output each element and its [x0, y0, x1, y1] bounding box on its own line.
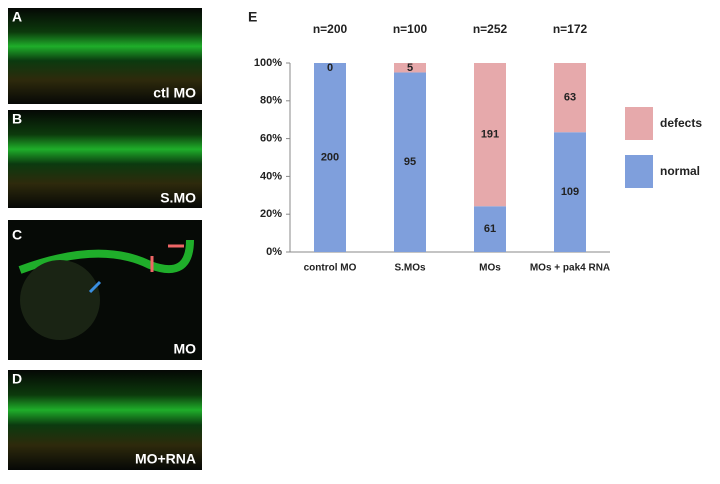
micrograph: [8, 8, 202, 104]
y-tick-label: 100%: [254, 57, 282, 69]
bar-segment: [554, 132, 586, 252]
bar-segment: [314, 63, 346, 252]
legend-label: defects: [660, 116, 702, 130]
x-tick-label: control MO: [304, 263, 357, 274]
value-label: 191: [481, 129, 499, 141]
n-label: n=172: [553, 22, 588, 36]
y-tick-label: 40%: [260, 170, 282, 182]
value-label: 63: [564, 92, 576, 104]
value-label: 109: [561, 186, 579, 198]
x-tick-label: MOs: [479, 263, 501, 274]
legend-label: normal: [660, 164, 700, 178]
panel-letter: E: [248, 9, 257, 25]
y-tick-label: 80%: [260, 95, 282, 107]
panel-letter: B: [12, 111, 22, 127]
fish-shape: [18, 239, 194, 274]
n-label: n=200: [313, 22, 348, 36]
bar-segment: [474, 206, 506, 252]
panel-label: ctl MO: [153, 85, 196, 101]
value-label: 0: [327, 62, 333, 74]
legend-swatch: [625, 155, 653, 188]
x-tick-label: MOs + pak4 RNA: [530, 263, 610, 274]
value-label: 200: [321, 151, 339, 163]
y-tick-label: 0%: [266, 246, 282, 258]
panel-letter: D: [12, 371, 22, 387]
y-tick-label: 20%: [260, 208, 282, 220]
panel-label: S.MO: [160, 190, 196, 206]
value-label: 5: [407, 62, 413, 74]
value-label: 95: [404, 156, 416, 168]
micrograph: [8, 110, 202, 208]
bar-segment: [474, 63, 506, 207]
x-tick-label: S.MOs: [394, 263, 426, 274]
panel-label: MO+RNA: [135, 451, 196, 467]
micrograph: [8, 370, 202, 470]
panel-letter: A: [12, 9, 22, 25]
yolk: [20, 260, 100, 340]
bar-segment: [394, 63, 426, 73]
bar-segment: [394, 72, 426, 252]
panel-letter: C: [12, 227, 22, 243]
panel-label: MO: [173, 341, 196, 357]
n-label: n=252: [473, 22, 508, 36]
y-tick-label: 60%: [260, 133, 282, 145]
legend-swatch: [625, 107, 653, 140]
bar-segment: [554, 63, 586, 133]
arrow: [88, 280, 102, 294]
n-label: n=100: [393, 22, 428, 36]
value-label: 61: [484, 223, 496, 235]
